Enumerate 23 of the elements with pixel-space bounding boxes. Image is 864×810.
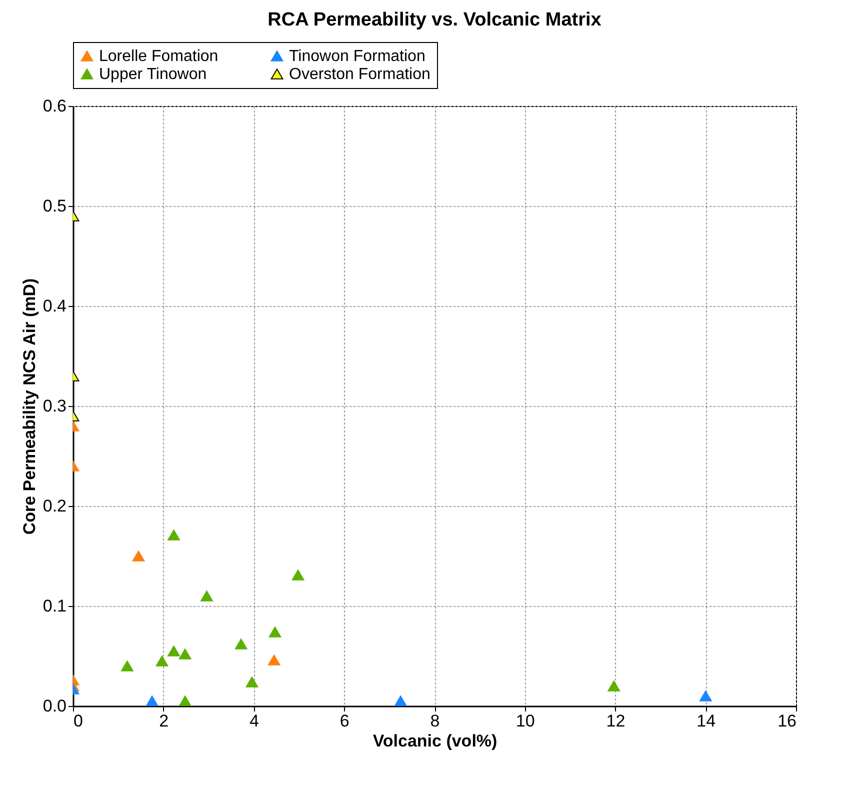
legend-label: Overston Formation bbox=[289, 66, 430, 83]
y-tick-label: 0.5 bbox=[42, 196, 66, 216]
y-tick-label: 0.4 bbox=[42, 296, 66, 316]
legend-label: Upper Tinowon bbox=[99, 66, 207, 83]
x-tick-label: 6 bbox=[340, 712, 350, 730]
x-tick-label: 12 bbox=[606, 712, 626, 730]
x-tick-label: 8 bbox=[430, 712, 440, 730]
x-tick-label: 16 bbox=[778, 712, 796, 730]
y-tick-label: 0.3 bbox=[42, 396, 66, 416]
legend-label: Tinowon Formation bbox=[289, 48, 426, 65]
x-tick-label: 2 bbox=[159, 712, 169, 730]
y-tick-label: 0.0 bbox=[42, 696, 66, 716]
y-tick-label: 0.6 bbox=[42, 96, 66, 116]
x-tick-label: 0 bbox=[74, 712, 83, 730]
y-axis-title: Core Permeability NCS Air (mD) bbox=[20, 278, 39, 535]
y-tick-label: 0.2 bbox=[42, 496, 66, 516]
y-tick-label: 0.1 bbox=[42, 596, 66, 616]
x-axis-title: Volcanic (vol%) bbox=[372, 732, 498, 750]
x-tick-label: 4 bbox=[250, 712, 259, 730]
x-tick-label: 14 bbox=[696, 712, 716, 730]
chart-title: RCA Permeability vs. Volcanic Matrix bbox=[268, 10, 602, 30]
legend-label: Lorelle Fomation bbox=[99, 48, 218, 65]
x-tick-label: 10 bbox=[516, 712, 535, 730]
